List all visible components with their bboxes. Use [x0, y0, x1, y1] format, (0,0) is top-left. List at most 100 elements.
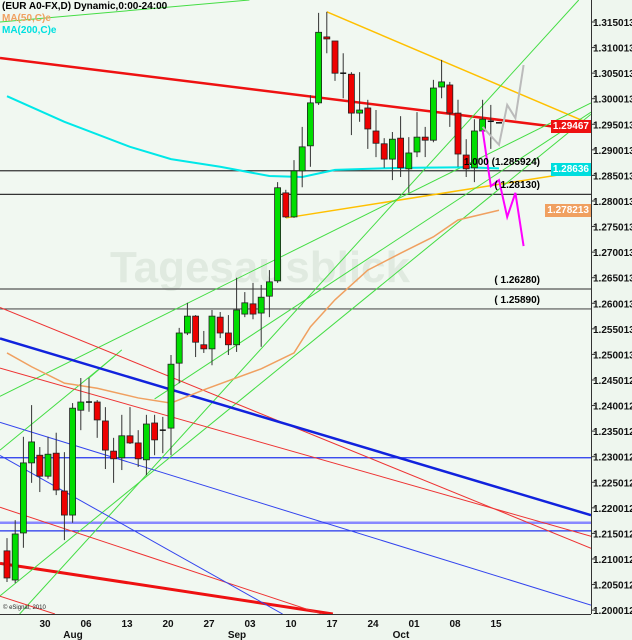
x-tick-label: 27	[203, 619, 215, 630]
candle-body-down	[224, 332, 232, 346]
candle	[331, 40, 339, 81]
candle-body-up	[290, 170, 298, 218]
candle	[397, 116, 405, 178]
candle	[216, 312, 224, 339]
y-tick-label: 1.250013	[593, 350, 632, 361]
candle	[86, 378, 92, 412]
candle	[241, 292, 249, 318]
candle-body-up	[356, 109, 364, 114]
candle	[175, 327, 183, 384]
candle	[118, 414, 126, 471]
y-tick-label: 1.275013	[593, 223, 632, 234]
y-tick-label: 1.200012	[593, 606, 632, 617]
candle	[192, 315, 200, 358]
trendline	[19, 0, 580, 614]
candle	[142, 414, 150, 476]
candle-body-up	[183, 315, 191, 334]
x-tick-label: 06	[80, 619, 92, 630]
chart-legend: (EUR A0-FX,D) Dynamic,0:00-24:00 MA(50,C…	[2, 1, 167, 37]
candle-body-down	[151, 422, 159, 441]
legend-ma50: MA(50,C)e	[2, 13, 51, 24]
trendline	[154, 111, 591, 400]
y-tick-label: 1.285013	[593, 171, 632, 182]
copyright-text: © eSignal, 2010	[3, 605, 46, 611]
candle-body-down	[347, 73, 355, 114]
level-label: ( 1.25890)	[494, 294, 540, 306]
candle-body-up	[265, 281, 273, 297]
candle	[356, 72, 364, 122]
candle-body-up	[167, 363, 175, 429]
candle	[102, 407, 109, 470]
candle	[388, 132, 396, 181]
symbol-title: (EUR A0-FX,D) Dynamic,0:00-24:00	[2, 1, 168, 12]
candle-body-up	[413, 136, 421, 153]
candle	[151, 414, 159, 456]
candle-body-down	[249, 303, 257, 315]
candle	[257, 284, 265, 347]
candle-body-up	[405, 152, 413, 170]
candle-body-up	[298, 146, 306, 172]
trendline	[0, 454, 283, 614]
candle-body-up	[315, 31, 323, 104]
candle-body-up	[175, 332, 183, 364]
y-tick-label: 1.230012	[593, 453, 632, 464]
x-tick-label: 01	[408, 619, 420, 630]
candle-body-up	[438, 81, 446, 88]
candle-body-up	[118, 435, 126, 459]
candle-body-down	[192, 315, 200, 343]
candle-body-down	[61, 490, 68, 516]
candle-body-up	[470, 130, 478, 169]
candle-body-down	[331, 40, 339, 74]
candle	[347, 72, 355, 136]
candle-body-down	[364, 107, 372, 130]
candle	[290, 160, 298, 218]
trendline	[326, 11, 591, 125]
trendline	[0, 595, 56, 614]
candle	[200, 330, 208, 353]
candle-body-up	[19, 462, 27, 534]
level-label: ( 1.26280)	[494, 275, 540, 287]
candle-body-up	[77, 401, 85, 411]
candle-body-down	[110, 450, 117, 460]
candle-body-up	[142, 423, 150, 461]
candle	[282, 189, 290, 218]
candle-body-down	[126, 435, 134, 444]
candle-body-up	[11, 533, 19, 581]
y-tick-label: 1.310013	[593, 44, 632, 55]
y-tick-label: 1.270013	[593, 248, 632, 259]
x-tick-label: 13	[121, 619, 133, 630]
candle-body-down	[200, 344, 208, 350]
y-tick-label: 1.280013	[593, 197, 632, 208]
candle-body-down	[52, 452, 60, 491]
candle	[265, 270, 273, 318]
y-tick-label: 1.235012	[593, 427, 632, 438]
candle-body-down	[134, 442, 142, 460]
y-tick-label: 1.305013	[593, 69, 632, 80]
level-label: 1.000 (1.285924)	[463, 156, 540, 168]
y-tick-label: 1.295013	[593, 120, 632, 131]
candle	[159, 416, 166, 454]
candle	[323, 11, 331, 54]
trendline	[0, 337, 591, 517]
candle	[61, 452, 68, 541]
candle	[487, 104, 494, 149]
candle	[306, 95, 314, 167]
trendline	[0, 506, 322, 614]
candle-body-down	[36, 454, 44, 477]
price-tag: 1.29467	[550, 120, 591, 134]
candle-body-down	[3, 550, 11, 579]
y-tick-label: 1.245012	[593, 376, 632, 387]
y-tick-label: 1.255013	[593, 325, 632, 336]
candle-body-down	[372, 130, 380, 144]
candle	[446, 81, 454, 127]
candle	[183, 302, 191, 336]
candle	[126, 407, 134, 444]
candle-body-up	[241, 302, 249, 315]
candle	[224, 315, 232, 355]
candle-body-down	[446, 84, 454, 114]
candle-body-up	[233, 309, 241, 346]
candle	[315, 12, 323, 105]
candle	[167, 354, 175, 456]
candle-body-down	[397, 137, 405, 169]
candle	[11, 520, 19, 584]
